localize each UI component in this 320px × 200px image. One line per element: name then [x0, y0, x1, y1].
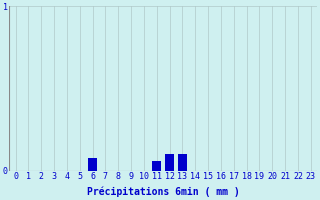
Bar — [152, 161, 161, 171]
X-axis label: Précipitations 6min ( mm ): Précipitations 6min ( mm ) — [87, 187, 240, 197]
Bar — [165, 154, 174, 171]
Bar — [178, 154, 187, 171]
Bar — [88, 158, 97, 171]
